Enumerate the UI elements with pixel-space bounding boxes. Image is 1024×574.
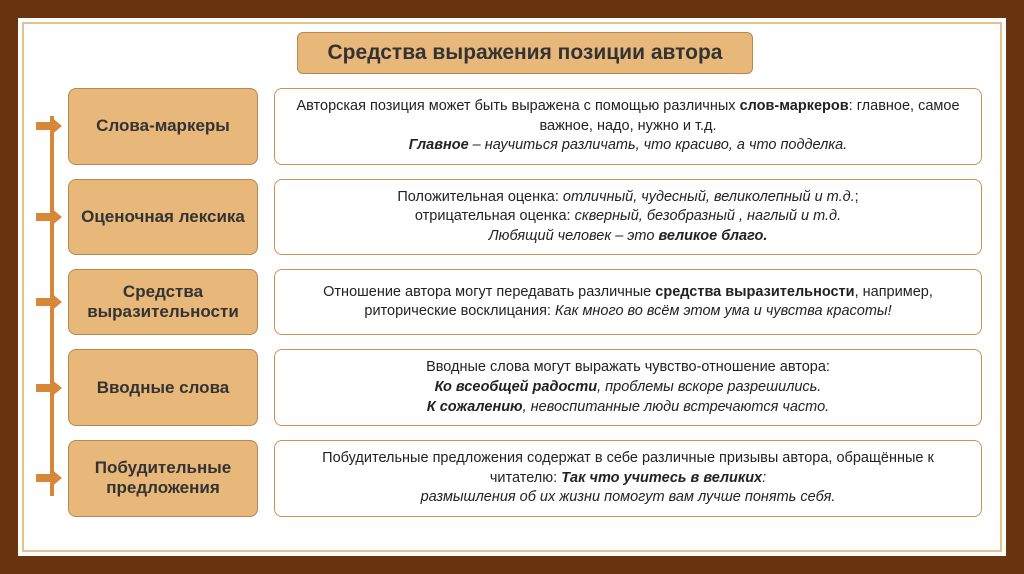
description-5: Побудительные предложения содержат в себ… [274, 440, 982, 517]
description-4: Вводные слова могут выражать чувство-отн… [274, 349, 982, 426]
description-3: Отношение автора могут передавать различ… [274, 269, 982, 335]
row-5: Побудительные предложения Побудительные … [68, 440, 982, 517]
description-2: Положительная оценка: отличный, чудесный… [274, 179, 982, 256]
title: Средства выражения позиции автора [297, 32, 754, 74]
arrow-icon [36, 116, 62, 136]
diagram-frame: Средства выражения позиции автора Слова-… [0, 0, 1024, 574]
row-2: Оценочная лексика Положительная оценка: … [68, 179, 982, 256]
rows-container: Слова-маркеры Авторская позиция может бы… [68, 88, 982, 517]
row-1: Слова-маркеры Авторская позиция может бы… [68, 88, 982, 165]
category-4: Вводные слова [68, 349, 258, 426]
arrow-icon [36, 292, 62, 312]
arrow-icon [36, 468, 62, 488]
row-4: Вводные слова Вводные слова могут выража… [68, 349, 982, 426]
category-1: Слова-маркеры [68, 88, 258, 165]
category-5: Побудительные предложения [68, 440, 258, 517]
description-1: Авторская позиция может быть выражена с … [274, 88, 982, 165]
arrow-icon [36, 207, 62, 227]
category-3: Средства выразительности [68, 269, 258, 335]
arrow-icon [36, 378, 62, 398]
category-2: Оценочная лексика [68, 179, 258, 256]
row-3: Средства выразительности Отношение автор… [68, 269, 982, 335]
